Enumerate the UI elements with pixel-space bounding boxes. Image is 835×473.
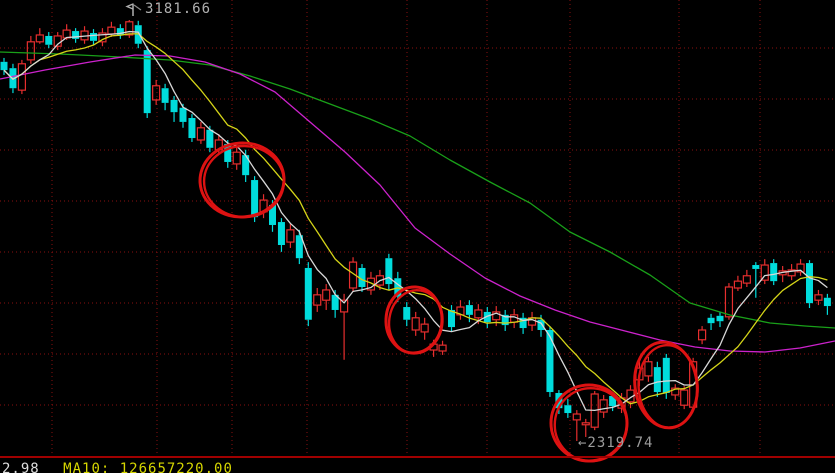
candle-body-down <box>537 319 545 330</box>
annotation-circle <box>198 141 286 219</box>
low-price-callout: ←2319.74 <box>578 435 654 451</box>
ma-line-ma5 <box>3 30 828 412</box>
candle-body-down <box>823 297 831 307</box>
candle-body-down <box>242 155 250 176</box>
ma-line-ma30 <box>0 54 835 353</box>
candle-body-up <box>697 329 707 341</box>
candle-body-down <box>9 68 17 89</box>
candle-body-up <box>107 26 116 35</box>
candle-body-up <box>375 275 384 286</box>
candle-body-down <box>170 99 178 113</box>
annotation-circle <box>633 340 699 430</box>
candle-body-up <box>492 311 501 321</box>
candle-body-down <box>403 307 411 320</box>
candle-body-up <box>411 317 420 331</box>
candle-body-down <box>188 118 196 139</box>
candle-body-up <box>420 323 429 333</box>
candle-body-down <box>179 107 187 122</box>
candle-body-down <box>564 405 572 414</box>
candle-body-down <box>0 61 8 71</box>
candle-body-up <box>671 387 680 396</box>
candle-body-up <box>286 229 295 243</box>
candle-body-down <box>653 367 661 393</box>
candle-body-up <box>599 399 608 413</box>
candle-body-down <box>662 357 670 394</box>
candle-body-down <box>161 88 169 103</box>
annotation-circle-stroke <box>637 343 699 429</box>
annotation-circle <box>384 285 444 355</box>
candle-body-down <box>251 180 259 218</box>
candle-body-down <box>277 222 285 246</box>
candle-body-down <box>385 258 393 285</box>
candle-body-up <box>724 286 734 318</box>
candle-body-down <box>72 31 80 39</box>
annotation-circle-stroke <box>553 386 629 463</box>
ma-line-ma60 <box>0 51 835 329</box>
candle-body-up <box>644 361 653 377</box>
candle-body-down <box>806 263 813 304</box>
candle-body-up <box>232 151 241 165</box>
candle-body-down <box>206 129 214 148</box>
candle-body-down <box>143 50 151 114</box>
candle-body-down <box>295 235 303 259</box>
candle-body-up <box>796 263 805 273</box>
grid-layer <box>0 0 835 455</box>
peak-price-text: 3181.66 <box>145 1 212 17</box>
candle-body-up <box>510 314 519 323</box>
candles-layer <box>0 20 831 441</box>
candle-body-down <box>448 309 455 328</box>
candle-body-up <box>733 280 743 289</box>
candle-body-up <box>814 294 823 301</box>
candle-body-up <box>572 413 581 421</box>
candle-body-down <box>770 263 778 282</box>
candle-body-down <box>716 315 724 322</box>
candle-body-up <box>196 127 205 141</box>
candle-body-down <box>331 294 339 310</box>
candle-body-up <box>742 275 751 284</box>
indicator-value-white: 2.98 <box>2 461 40 473</box>
candle-body-down <box>269 204 276 225</box>
candle-body-up <box>474 309 483 319</box>
annotation-circle-stroke <box>387 288 444 355</box>
candle-body-down <box>707 317 715 324</box>
candle-body-down <box>519 317 527 329</box>
candle-body-up <box>438 344 447 352</box>
peak-price-callout: 3181.66 <box>125 1 211 18</box>
candle-body-down <box>752 265 760 269</box>
candle-body-up <box>340 299 349 313</box>
candle-body-down <box>609 395 617 407</box>
candle-body-up <box>35 34 44 43</box>
candle-body-up <box>348 261 358 289</box>
annotation-circle-stroke <box>202 144 286 219</box>
candle-body-down <box>116 28 124 35</box>
candle-body-up <box>26 41 35 61</box>
candle-body-up <box>17 63 26 91</box>
candle-body-down <box>304 267 312 320</box>
candle-body-up <box>680 389 689 406</box>
candle-body-up <box>322 289 331 301</box>
candle-body-down <box>465 305 473 315</box>
candle-body-down <box>546 329 554 393</box>
annotation-layer <box>198 141 699 463</box>
annotation-circle <box>549 383 629 463</box>
indicator-readout: 2.98 MA10: 126657220.00 <box>2 462 233 473</box>
candle-body-down <box>358 267 366 288</box>
candle-body-down <box>90 33 97 41</box>
panel-divider[interactable] <box>0 456 835 458</box>
candle-body-up <box>581 422 590 426</box>
peak-marker-flag-icon <box>125 3 142 16</box>
candle-body-up <box>313 294 322 306</box>
candle-body-down <box>224 143 232 162</box>
candle-body-up <box>787 269 796 277</box>
candle-body-down <box>45 35 53 45</box>
candle-body-up <box>125 21 134 36</box>
candle-body-up <box>152 85 161 101</box>
candle-body-down <box>501 314 509 326</box>
candle-body-up <box>760 264 769 281</box>
candle-body-down <box>483 311 491 323</box>
indicator-ma10-text: MA10: 126657220.00 <box>63 461 233 473</box>
moving-average-layer <box>0 30 835 412</box>
